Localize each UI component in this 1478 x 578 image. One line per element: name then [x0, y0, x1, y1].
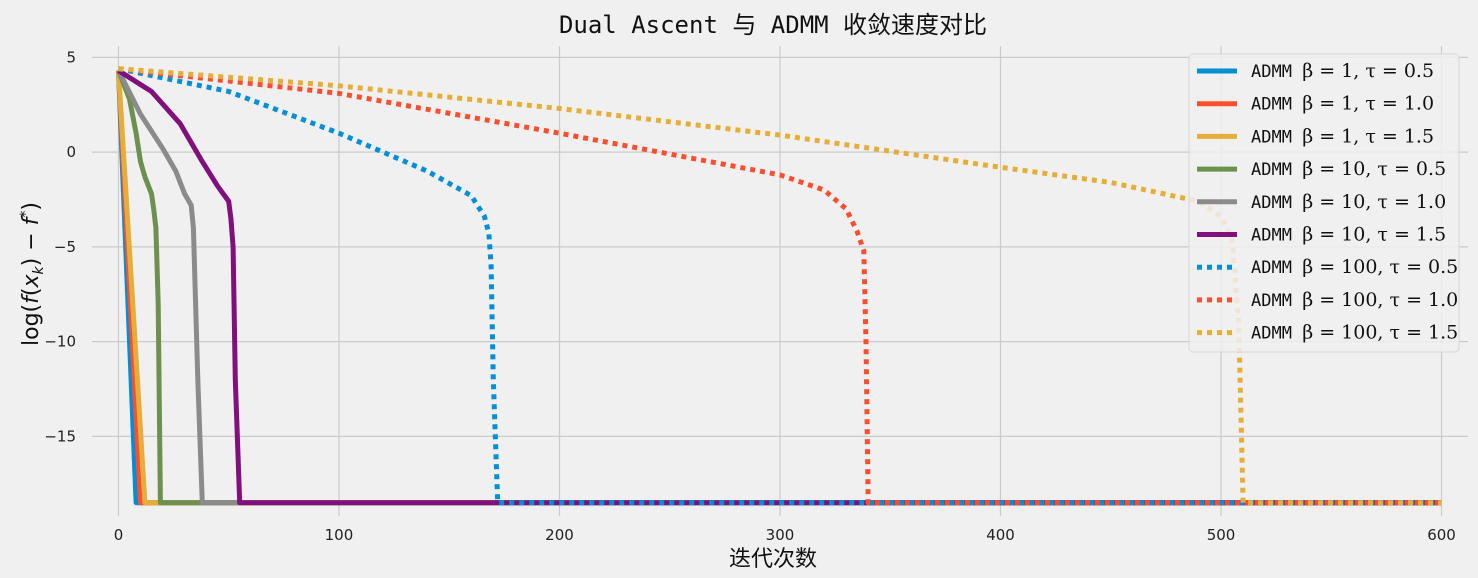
legend-entry: ADMM β = 100, τ = 0.5 — [1251, 256, 1458, 278]
series-line — [118, 66, 1442, 506]
x-tick-label: 0 — [114, 526, 124, 544]
y-tick-label: 5 — [66, 48, 76, 66]
x-tick-label: 200 — [545, 526, 574, 544]
series-layer — [116, 66, 1442, 506]
legend-box — [1188, 53, 1460, 353]
x-tick-label: 500 — [1207, 526, 1236, 544]
y-tick-label: −10 — [44, 333, 76, 351]
x-tick-label: 400 — [986, 526, 1015, 544]
x-tick-label: 300 — [766, 526, 795, 544]
y-tick-label: −5 — [54, 238, 76, 256]
legend-entry: ADMM β = 10, τ = 0.5 — [1251, 158, 1446, 180]
series-line — [116, 69, 1442, 506]
legend: ADMM β = 1, τ = 0.5 ADMM β = 1, τ = 1.0 AD… — [1188, 53, 1460, 353]
legend-entry: ADMM β = 10, τ = 1.5 — [1251, 224, 1446, 246]
legend-entry: ADMM β = 1, τ = 0.5 — [1251, 60, 1434, 82]
y-tick-label: 0 — [66, 143, 76, 161]
series-line — [117, 68, 1442, 506]
x-axis-label: 迭代次数 — [729, 547, 817, 572]
legend-entry: ADMM β = 100, τ = 1.0 — [1251, 289, 1458, 311]
chart-title: Dual Ascent 与 ADMM 收敛速度对比 — [559, 11, 987, 39]
legend-entry: ADMM β = 100, τ = 1.5 — [1251, 322, 1458, 344]
series-line — [118, 66, 1442, 506]
legend-entry: ADMM β = 1, τ = 1.0 — [1251, 93, 1434, 115]
legend-entry: ADMM β = 1, τ = 1.5 — [1251, 125, 1434, 147]
series-line — [117, 66, 1442, 506]
x-tick-label: 600 — [1427, 526, 1456, 544]
legend-entry: ADMM β = 10, τ = 1.0 — [1251, 191, 1446, 213]
series-line — [116, 69, 1442, 506]
y-tick-label: −15 — [44, 427, 76, 445]
x-tick-label: 100 — [325, 526, 354, 544]
ticks: 0 100 200 300 400 500 600 5 0 −5 −10 −15 — [44, 48, 1456, 544]
